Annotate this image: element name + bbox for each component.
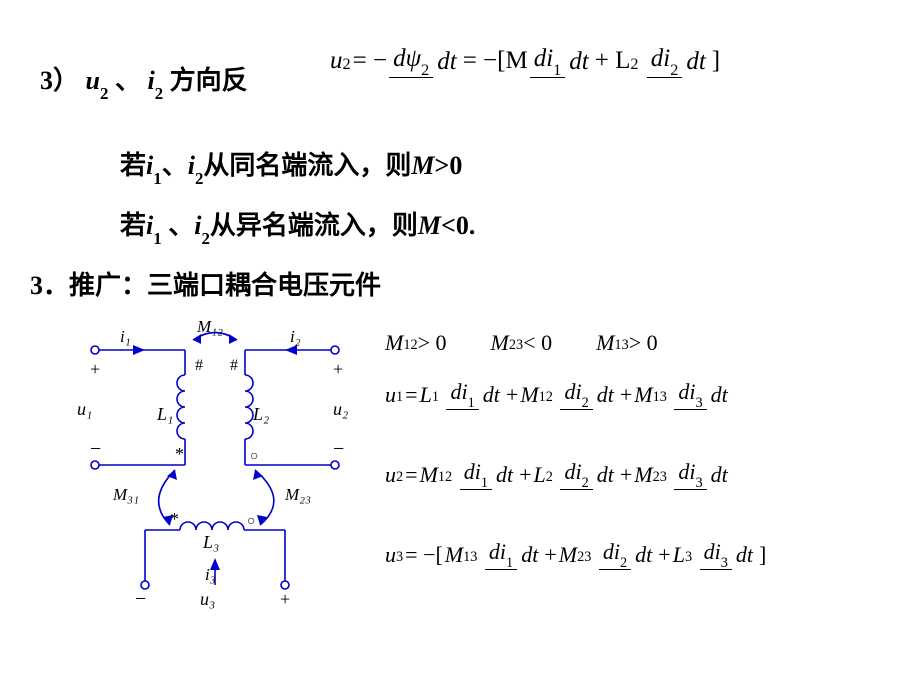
lbl-i1: i₁ [120, 327, 131, 346]
lbl-i2: i₂ [290, 327, 301, 346]
svg-text:*: * [175, 444, 184, 464]
section-3-heading: 3．推广：三端口耦合电压元件 [30, 265, 381, 302]
var-u2-sub: 2 [100, 84, 108, 103]
eq-u1: u1 = L1 di1dt + M12 di2dt + M13 di3dt [385, 380, 732, 410]
eq-u2-full: u2 = M12 di1dt + L2 di2dt + M23 di3dt [385, 460, 732, 490]
svg-text:−: − [90, 438, 101, 460]
svg-text:*: * [170, 509, 179, 529]
equation-u2: u2 = − dψ2 dt = −[M di1 dt + L2 di2 dt ] [330, 45, 720, 78]
sep-dot-1: 、 [115, 66, 141, 95]
rule-diff-terminal: 若i1 、i2从异名端流入，则M<0. [120, 205, 475, 245]
lbl-u2: u₂ [333, 399, 348, 419]
svg-text:+: + [280, 589, 290, 609]
direction-text: 方向反 [170, 66, 248, 95]
eq-u3: u3 = −[ M13 di1dt + M23 di2dt + L3 di3dt… [385, 540, 766, 570]
svg-text:#: # [230, 357, 238, 374]
svg-text:○: ○ [250, 449, 258, 464]
svg-text:+: + [90, 359, 100, 379]
lbl-M31: M₃₁ [112, 485, 139, 504]
three-port-diagram: # # * ○ * ○ + − + − − + i₁ i₂ i₃ u₁ u₂ u… [75, 320, 355, 610]
lbl-L1: L₁ [156, 404, 173, 424]
var-i2-sub: 2 [155, 84, 163, 103]
lbl-u3: u₃ [200, 589, 215, 609]
lbl-M23: M₂₃ [284, 485, 311, 504]
item-3-label: 3） [40, 66, 79, 95]
lbl-M12: M₁₂ [196, 320, 223, 336]
svg-text:−: − [135, 588, 146, 610]
rule-same-terminal: 若i1、i2从同名端流入，则M>0 [120, 145, 462, 185]
lbl-L3: L₃ [202, 532, 219, 552]
var-u2: u [86, 66, 100, 95]
var-i2: i [147, 66, 154, 95]
svg-text:+: + [333, 359, 343, 379]
lbl-L2: L₂ [252, 404, 269, 424]
svg-text:○: ○ [247, 514, 255, 529]
svg-text:#: # [195, 357, 203, 374]
sign-conditions: M12 > 0 M23 < 0 M13 > 0 [385, 330, 658, 356]
svg-text:−: − [333, 438, 344, 460]
lbl-i3: i₃ [205, 565, 216, 584]
lbl-u1: u₁ [77, 399, 92, 419]
